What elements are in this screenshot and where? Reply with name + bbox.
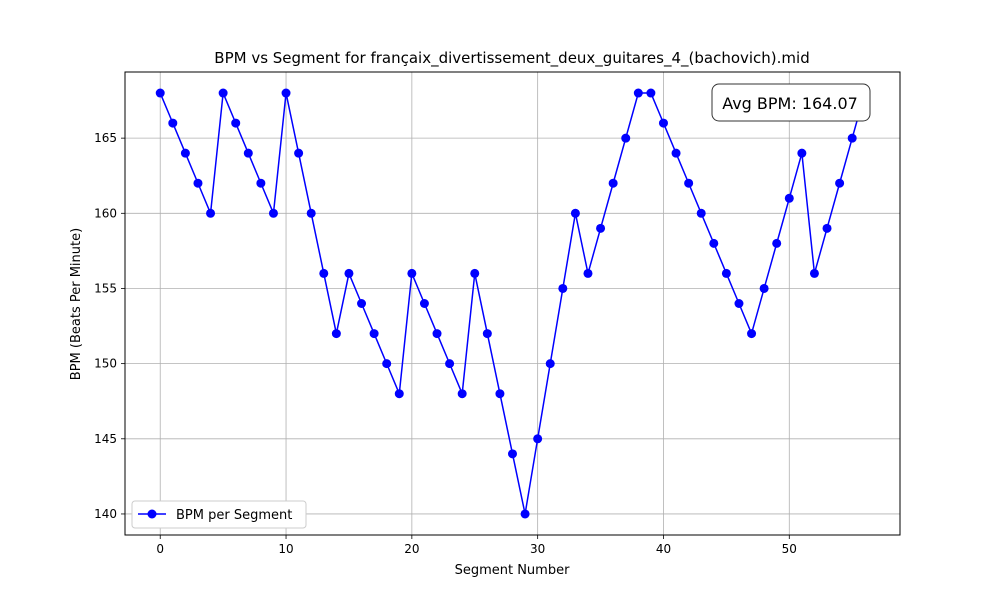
avg-bpm-annotation: Avg BPM: 164.07 (711, 83, 871, 122)
data-point (231, 118, 241, 128)
data-point (658, 118, 668, 128)
y-axis-label: BPM (Beats Per Minute) (69, 228, 84, 380)
data-point (457, 389, 467, 399)
data-point (797, 148, 807, 158)
data-point (822, 223, 832, 233)
data-point (596, 223, 606, 233)
x-tick-label: 30 (530, 542, 545, 556)
y-tick-label: 155 (94, 281, 117, 295)
data-point (784, 193, 794, 203)
data-point (382, 359, 392, 369)
chart-title: BPM vs Segment for françaix_divertisseme… (214, 49, 809, 68)
data-point (168, 118, 178, 128)
data-point (545, 359, 555, 369)
data-point (331, 329, 341, 339)
data-point (520, 509, 530, 519)
data-point (206, 208, 216, 218)
data-point (268, 208, 278, 218)
data-point (759, 283, 769, 293)
data-point (696, 208, 706, 218)
data-point (583, 268, 593, 278)
data-point (407, 268, 417, 278)
data-point (482, 329, 492, 339)
data-point (432, 329, 442, 339)
x-tick-label: 20 (404, 542, 419, 556)
data-point (747, 329, 757, 339)
data-point (193, 178, 203, 188)
data-point (155, 88, 165, 98)
data-point (369, 329, 379, 339)
legend: BPM per Segment (131, 500, 307, 529)
legend-label: BPM per Segment (176, 508, 292, 523)
data-point (646, 88, 656, 98)
y-tick-label: 165 (94, 131, 117, 145)
data-point (570, 208, 580, 218)
data-point (357, 299, 367, 308)
y-tick-label: 145 (94, 432, 117, 446)
data-point (344, 268, 354, 278)
plot-frame (124, 71, 901, 536)
legend-box (131, 500, 307, 529)
series-group (155, 88, 870, 519)
data-point (256, 178, 266, 188)
data-point (709, 238, 719, 248)
y-tick-label: 150 (94, 357, 117, 371)
data-point (671, 148, 681, 158)
data-point (243, 148, 253, 158)
x-tick-label: 50 (782, 542, 797, 556)
y-tick-label: 160 (94, 206, 117, 220)
data-point (533, 434, 543, 444)
data-point (394, 389, 404, 399)
data-point (621, 133, 631, 143)
data-point (180, 148, 190, 158)
data-point (847, 133, 857, 143)
data-point (319, 268, 329, 278)
data-point (445, 359, 455, 369)
annotation-box (711, 83, 871, 122)
data-point (294, 148, 304, 158)
data-point (470, 268, 480, 278)
x-axis-ticks: 0 10 20 30 40 50 (156, 535, 797, 556)
data-point (809, 268, 819, 278)
y-tick-label: 140 (94, 507, 117, 521)
data-point (281, 88, 291, 98)
data-point (508, 449, 517, 459)
grid-lines (125, 72, 900, 535)
data-point (772, 238, 782, 248)
data-point (608, 178, 618, 188)
legend-marker-swatch (147, 509, 157, 519)
x-tick-label: 10 (278, 542, 293, 556)
annotation-text: Avg BPM: 164.07 (722, 94, 858, 113)
x-tick-label: 40 (656, 542, 671, 556)
data-point (558, 283, 568, 293)
data-point (218, 88, 228, 98)
data-point (306, 208, 316, 218)
data-point (734, 299, 744, 308)
data-point (419, 299, 429, 308)
y-axis-ticks: 140 145 150 155 160 165 (94, 131, 125, 521)
data-point (633, 88, 643, 98)
x-tick-label: 0 (156, 542, 164, 556)
data-point (721, 268, 731, 278)
data-point (684, 178, 694, 188)
data-point (835, 178, 845, 188)
data-point (495, 389, 505, 399)
x-axis-label: Segment Number (455, 563, 571, 578)
